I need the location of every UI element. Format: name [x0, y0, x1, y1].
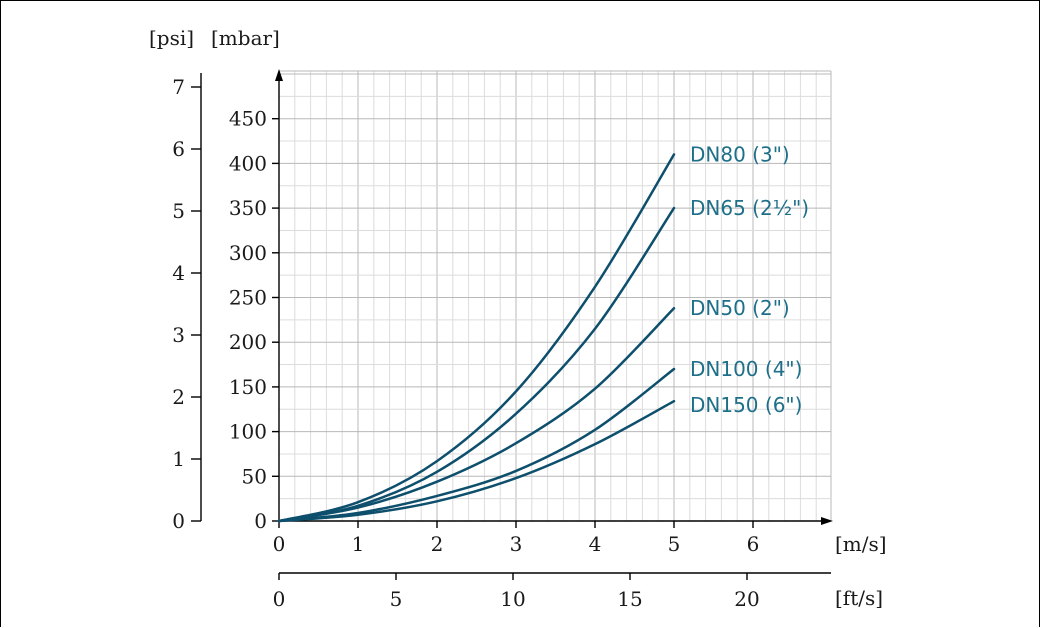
y-tick-label-psi: 5 — [172, 199, 185, 223]
y-axis-label-mbar: [mbar] — [211, 26, 280, 50]
x-tick-label-fts: 5 — [390, 587, 403, 611]
y-axis-label-psi: [psi] — [149, 26, 194, 50]
x-tick-label-ms: 4 — [589, 532, 602, 556]
x-tick-label-fts: 15 — [617, 587, 642, 611]
x-tick-label-ms: 1 — [352, 532, 365, 556]
series-line — [277, 206, 676, 523]
series-line — [277, 306, 676, 523]
y-tick-label-psi: 2 — [172, 385, 185, 409]
y-tick-label-mbar: 200 — [229, 330, 267, 354]
y-tick-label-psi: 4 — [172, 261, 185, 285]
x-tick-label-ms: 2 — [431, 532, 444, 556]
x-tick-label-ms: 5 — [668, 532, 681, 556]
y-tick-label-mbar: 50 — [242, 464, 267, 488]
y-tick-label-psi: 0 — [172, 509, 185, 533]
y-tick-label-psi: 3 — [172, 323, 185, 347]
curves — [277, 153, 676, 523]
x-axis-label-fts: [ft/s] — [835, 586, 883, 610]
y-tick-label-mbar: 150 — [229, 375, 267, 399]
series-label: DN80 (3") — [690, 142, 790, 166]
x-tick-label-ms: 6 — [747, 532, 760, 556]
series-line — [277, 367, 676, 523]
y-tick-label-mbar: 300 — [229, 241, 267, 265]
x-tick-label-fts: 20 — [734, 587, 759, 611]
x-tick-label-ms: 3 — [510, 532, 523, 556]
y-tick-label-mbar: 350 — [229, 196, 267, 220]
x-axis-label-ms: [m/s] — [835, 532, 887, 556]
x-tick-label-ms: 0 — [273, 532, 286, 556]
y-tick-label-mbar: 0 — [254, 509, 267, 533]
series-line — [277, 399, 676, 523]
series-label: DN100 (4") — [690, 357, 802, 381]
series-label: DN65 (2½") — [690, 196, 809, 220]
x-tick-label-fts: 0 — [273, 587, 286, 611]
x-axis-arrow — [821, 517, 833, 525]
series-label: DN50 (2") — [690, 296, 790, 320]
labels: 0 1 2 3 4 5 6050100150200250300350400450012345… — [172, 75, 809, 611]
series-line — [277, 153, 676, 523]
x-tick-label-fts: 10 — [500, 587, 525, 611]
axes — [191, 69, 833, 580]
y-tick-label-mbar: 250 — [229, 286, 267, 310]
y-tick-label-psi: 7 — [172, 75, 185, 99]
y-tick-label-psi: 6 — [172, 137, 185, 161]
y-axis-arrow — [275, 69, 283, 81]
series-label: DN150 (6") — [690, 393, 802, 417]
y-tick-label-mbar: 450 — [229, 107, 267, 131]
y-tick-label-mbar: 400 — [229, 151, 267, 175]
y-tick-label-psi: 1 — [172, 447, 185, 471]
grid — [279, 70, 832, 521]
y-tick-label-mbar: 100 — [229, 420, 267, 444]
